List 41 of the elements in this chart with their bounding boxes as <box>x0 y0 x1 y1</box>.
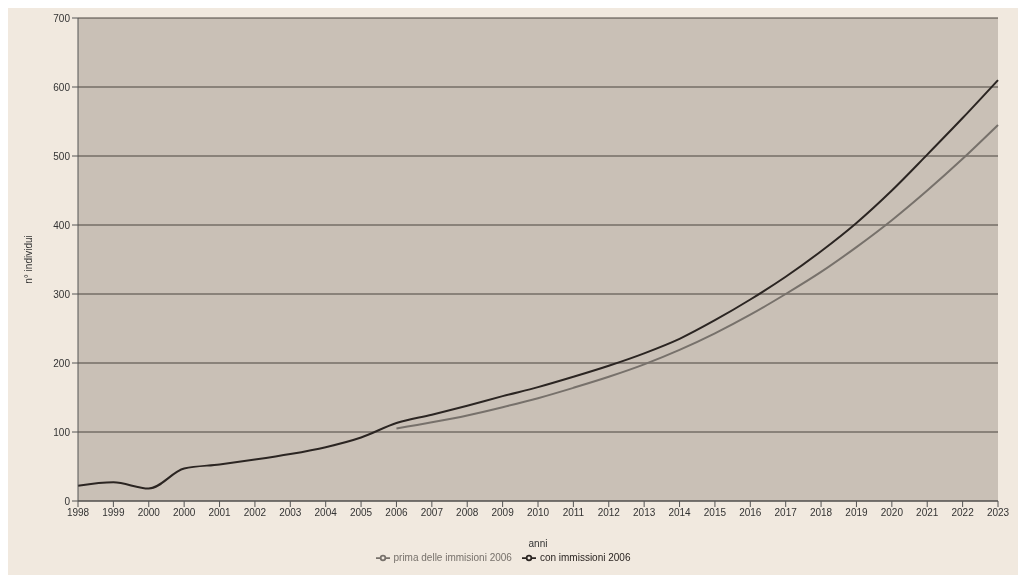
line-series <box>77 79 999 490</box>
x-tick-label: 2004 <box>314 507 338 519</box>
y-tick-label: 200 <box>53 357 71 369</box>
x-tick-label: 2002 <box>243 507 267 519</box>
x-tick-label: 2011 <box>562 507 585 519</box>
x-axis-title: anni <box>528 538 548 549</box>
x-tick-label: 1998 <box>66 507 90 519</box>
x-tick-label: 2016 <box>739 507 762 519</box>
legend-label: con immissioni 2006 <box>539 551 631 563</box>
y-axis-title: n° individui <box>22 235 34 284</box>
x-tick-label: 2006 <box>385 507 409 519</box>
x-tick-label: 2014 <box>668 507 692 519</box>
x-tick-label: 2023 <box>986 507 1010 519</box>
x-tick-label: 2001 <box>208 507 232 519</box>
x-tick-label: 2000 <box>137 507 161 519</box>
x-tick-label: 1999 <box>102 507 125 519</box>
x-tick-label: 2000 <box>173 507 196 519</box>
x-tick-label: 2010 <box>526 507 550 519</box>
y-tick-label: 300 <box>53 288 71 300</box>
x-tick-label: 2005 <box>349 507 373 519</box>
x-tick-label: 2022 <box>951 507 975 519</box>
x-tick-label: 2009 <box>491 507 515 519</box>
x-tick-label: 2019 <box>845 507 869 519</box>
x-tick-label: 2012 <box>597 507 621 519</box>
x-tick-label: 2008 <box>456 507 479 519</box>
y-tick-label: 600 <box>53 81 71 93</box>
y-tick-label: 100 <box>53 426 71 438</box>
x-tick-label: 2003 <box>279 507 302 519</box>
y-tick-label: 700 <box>53 12 71 24</box>
x-tick-label: 2018 <box>809 507 833 519</box>
x-tick-label: 2017 <box>774 507 798 519</box>
x-tick-label: 2015 <box>703 507 727 519</box>
x-tick-label: 2021 <box>916 507 939 519</box>
legend-label: prima delle immisioni 2006 <box>393 551 512 563</box>
x-tick-label: 2007 <box>420 507 444 519</box>
x-tick-label: 2013 <box>633 507 656 519</box>
y-tick-label: 400 <box>53 219 71 231</box>
y-tick-label: 0 <box>64 495 71 507</box>
y-tick-label: 500 <box>53 150 71 162</box>
x-tick-label: 2020 <box>880 507 904 519</box>
line-series <box>395 123 999 430</box>
